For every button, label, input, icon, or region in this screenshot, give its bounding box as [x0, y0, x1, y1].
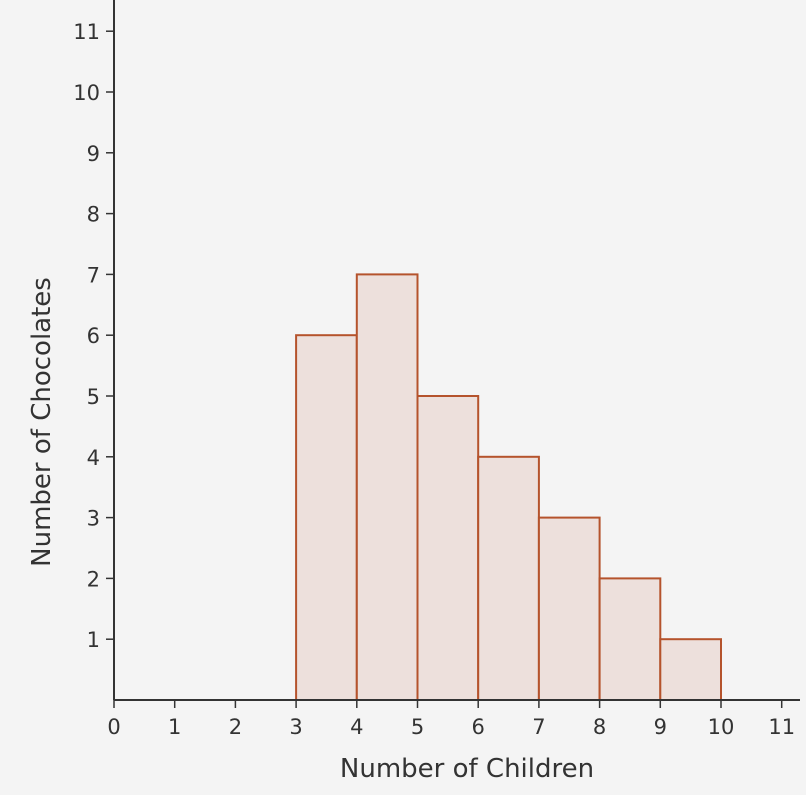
y-tick-label-3: 4 [87, 446, 100, 470]
x-tick-label-1: 1 [168, 715, 181, 739]
x-tick-label-9: 9 [654, 715, 667, 739]
x-tick-label-6: 6 [472, 715, 485, 739]
bars-group [295, 273, 722, 702]
x-tick-label-11: 11 [768, 715, 795, 739]
x-axis-title: Number of Children [340, 754, 594, 784]
x-tick-label-3: 3 [289, 715, 302, 739]
x-tick-label-2: 2 [229, 715, 242, 739]
y-tick-label-6: 7 [87, 263, 100, 287]
x-tick-label-7: 7 [532, 715, 545, 739]
y-axis-title: Number of Chocolates [27, 277, 57, 567]
y-tick-label-5: 6 [87, 324, 100, 348]
histogram-bar-4 [537, 516, 601, 701]
histogram-bar-0 [295, 334, 358, 701]
histogram-bar-6 [659, 638, 722, 702]
x-tick-label-8: 8 [593, 715, 606, 739]
histogram-bar-2 [416, 395, 480, 701]
histogram-bar-3 [477, 455, 540, 701]
y-tick-label-7: 8 [87, 203, 100, 227]
y-tick-label-0: 1 [87, 628, 100, 652]
y-tick-label-10: 11 [73, 20, 100, 44]
histogram-bar-5 [598, 577, 662, 702]
x-tick-label-5: 5 [411, 715, 424, 739]
x-tick-label-0: 0 [107, 715, 120, 739]
y-tick-label-2: 3 [87, 507, 100, 531]
histogram-bar-1 [355, 273, 419, 701]
y-tick-label-4: 5 [87, 385, 100, 409]
y-tick-label-8: 9 [87, 142, 100, 166]
axes-group [113, 0, 800, 701]
y-tick-label-1: 2 [87, 567, 100, 591]
x-tick-label-4: 4 [350, 715, 363, 739]
y-tick-label-9: 10 [73, 81, 100, 105]
x-tick-label-10: 10 [708, 715, 735, 739]
